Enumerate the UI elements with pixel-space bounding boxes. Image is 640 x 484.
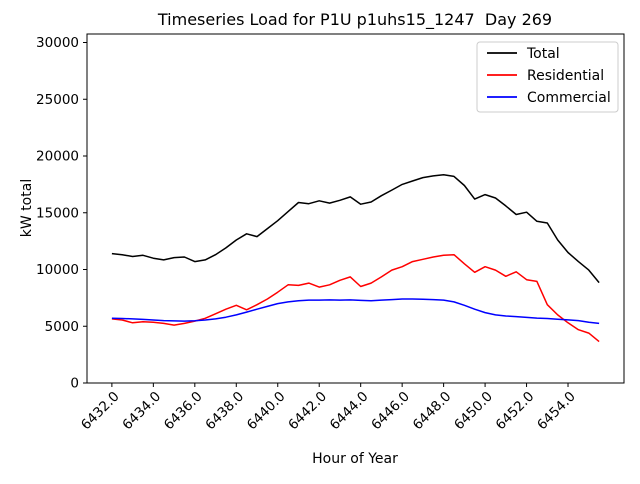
x-tick-label: 6444.0 [327,389,372,434]
y-tick-label: 0 [70,376,79,392]
legend-label-residential: Residential [527,68,604,84]
x-tick-label: 6436.0 [161,389,206,434]
y-tick-label: 10000 [36,262,79,278]
y-axis-label: kW total [19,179,35,237]
x-tick-label: 6438.0 [202,389,247,434]
x-tick-label: 6448.0 [410,389,455,434]
series-line-commercial [111,298,600,325]
series-line-residential [111,253,600,343]
y-tick-label: 15000 [36,205,79,221]
y-tick-label: 5000 [45,319,79,335]
legend-label-total: Total [526,46,560,62]
legend: Total Residential Commercial [476,41,619,113]
x-tick-label: 6452.0 [493,389,538,434]
y-tick-label: 20000 [36,149,79,165]
x-tick-label: 6432.0 [78,389,123,434]
y-tick-label: 25000 [36,92,79,108]
x-tick-label: 6446.0 [368,389,413,434]
axes-frame [86,33,625,384]
x-tick-label: 6440.0 [244,389,289,434]
chart-title: Timeseries Load for P1U p1uhs15_1247 Day… [157,10,552,30]
x-tick-label: 6450.0 [451,389,496,434]
series-line-total [111,173,600,284]
x-tick-label: 6454.0 [534,389,579,434]
x-tick-label: 6442.0 [285,389,330,434]
x-axis-label: Hour of Year [312,451,398,467]
legend-label-commercial: Commercial [527,90,611,106]
legend-box [476,41,619,113]
x-tick-label: 6434.0 [119,389,164,434]
y-tick-label: 30000 [36,35,79,51]
